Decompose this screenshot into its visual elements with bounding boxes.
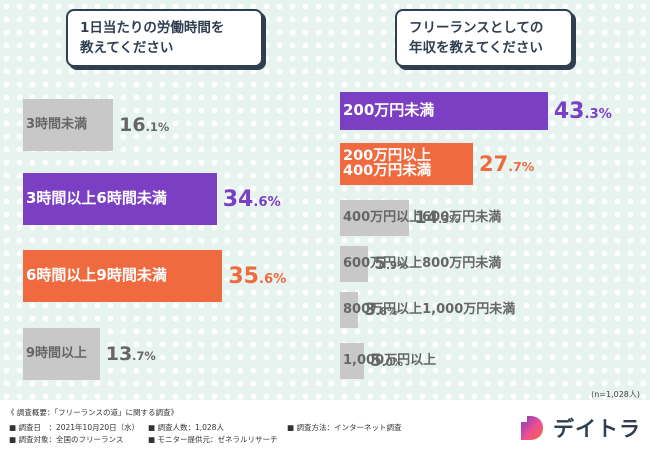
income-row: 400万円以上600万円未満 14.3% [340, 200, 501, 236]
survey-date: ■ 調査日 ：2021年10月20日（水） [9, 423, 140, 432]
working-hours-title-line-1: 1日当たりの労働時間を [80, 20, 225, 36]
sample-size-note: (n=1,028人) [591, 390, 640, 399]
income-bar: 1,000万円以上 [340, 343, 436, 379]
working-hours-bar-label: 9時間以上 [26, 346, 88, 362]
income-bar-label: 400万円以上600万円未満 [343, 210, 502, 226]
income-row: 1,000万円以上 5.0% [340, 343, 436, 379]
income-title-box: フリーランスとしての 年収を教えてください [395, 9, 573, 67]
income-value-label: 5.0% [370, 351, 404, 371]
income-bar: 800万円以上1,000万円未満 [340, 292, 515, 328]
income-bar-label: 1,000万円以上 [343, 353, 437, 369]
working-hours-bar: 3時間以上6時間未満 [23, 173, 217, 225]
working-hours-row: 3時間以上6時間未満 34.6% [23, 173, 281, 225]
income-bar: 600万円以上800万円未満 [340, 246, 501, 282]
survey-method: ■ 調査方法：インターネット調査 [287, 423, 402, 432]
working-hours-value-label: 16.1% [119, 114, 170, 136]
working-hours-bar: 6時間以上9時間未満 [23, 250, 223, 302]
income-bar-label: 200万円未満 [343, 101, 435, 120]
income-value-label: 5.9% [374, 254, 408, 274]
survey-target: ■ 調査対象：全国のフリーランス [9, 435, 124, 444]
income-row: 200万円未満 43.3% [340, 92, 612, 130]
income-value-label: 3.8% [364, 300, 398, 320]
working-hours-bar-label: 3時間以上6時間未満 [26, 189, 167, 208]
working-hours-value-label: 35.6% [228, 263, 287, 289]
daytra-logo-text: デイトラ [553, 417, 641, 441]
income-bar-label: 200万円以上 400万円未満 [343, 147, 432, 179]
working-hours-title-box: 1日当たりの労働時間を 教えてください [66, 9, 263, 67]
chart-area: 1日当たりの労働時間を 教えてください フリーランスとしての 年収を教えてくださ… [23, 9, 640, 399]
income-bar-label: 600万円以上800万円未満 [343, 256, 502, 272]
income-row: 200万円以上 400万円未満 27.7% [340, 143, 534, 185]
working-hours-row: 9時間以上 13.7% [23, 328, 156, 380]
working-hours-row: 6時間以上9時間未満 35.6% [23, 250, 286, 302]
working-hours-bar: 9時間以上 [23, 328, 100, 380]
survey-overview-title: 《 調査概要：「フリーランスの道」に関する調査》 [7, 408, 178, 417]
survey-monitor: ■ モニター提供元：ゼネラルリサーチ [148, 435, 278, 444]
income-bar: 200万円以上 400万円未満 [340, 143, 473, 185]
income-bar: 400万円以上600万円未満 [340, 200, 501, 236]
working-hours-bar-label: 3時間未満 [26, 117, 88, 133]
working-hours-value-label: 34.6% [222, 186, 281, 212]
working-hours-value-label: 13.7% [105, 343, 156, 365]
working-hours-title-line-2: 教えてください [80, 40, 174, 56]
working-hours-bar: 3時間未満 [23, 99, 114, 151]
income-title-line-1: フリーランスとしての [409, 20, 544, 36]
income-bar-label: 800万円以上1,000万円未満 [343, 302, 516, 318]
income-value-label: 27.7% [478, 152, 535, 176]
survey-respondents: ■ 調査人数：1,028人 [148, 423, 224, 432]
income-row: 800万円以上1,000万円未満 3.8% [340, 292, 515, 328]
working-hours-row: 3時間未満 16.1% [23, 99, 169, 151]
income-title-line-2: 年収を教えてください [409, 40, 543, 56]
income-row: 600万円以上800万円未満 5.9% [340, 246, 501, 282]
income-value-label: 14.3% [414, 208, 460, 228]
working-hours-bar-label: 6時間以上9時間未満 [26, 266, 167, 285]
income-bar: 200万円未満 [340, 92, 548, 130]
daytra-logo-icon [521, 416, 543, 440]
income-value-label: 43.3% [553, 98, 612, 124]
